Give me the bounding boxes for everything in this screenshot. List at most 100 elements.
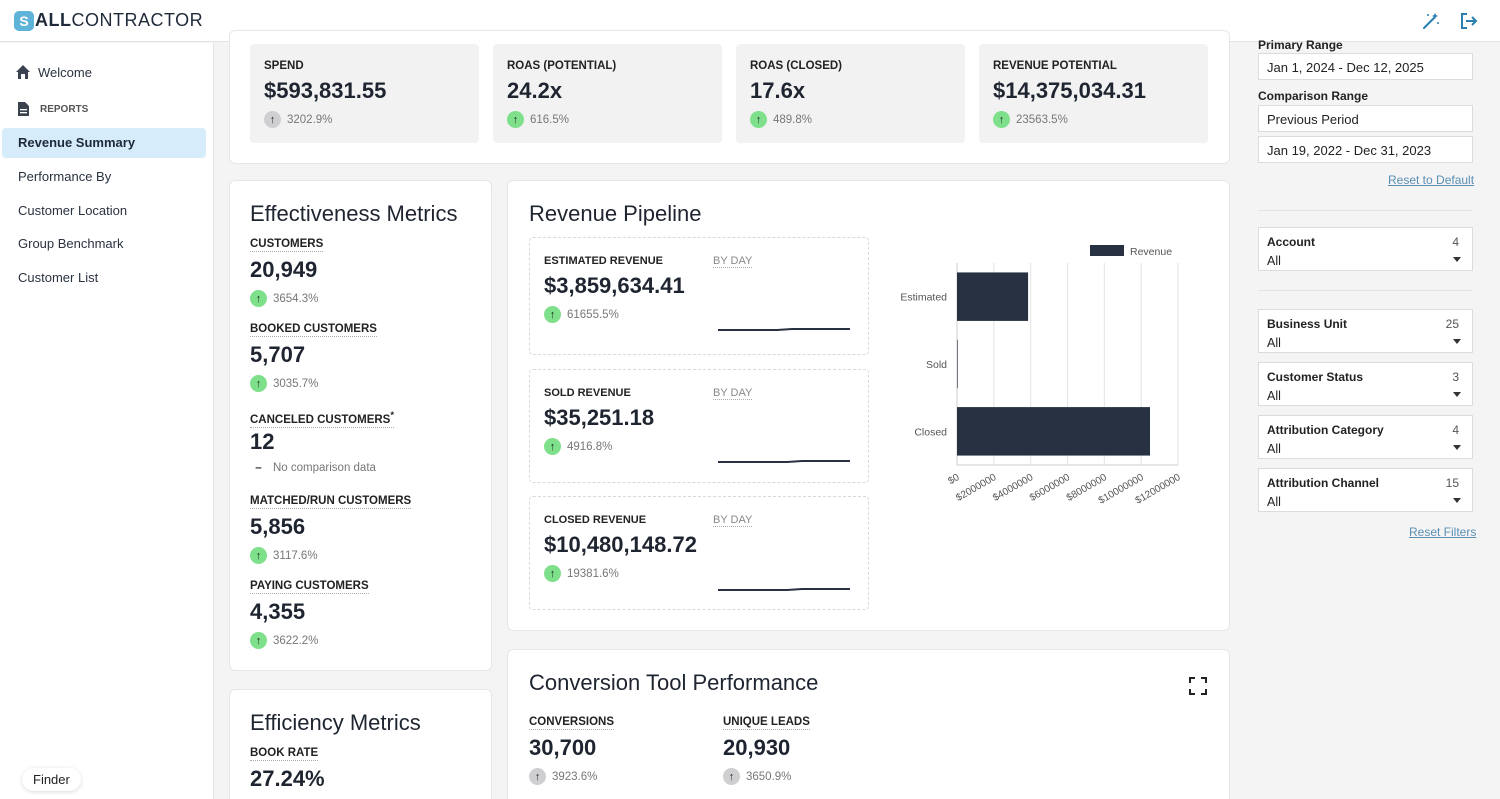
logo[interactable]: S ALLCONTRACTOR — [14, 10, 203, 31]
metric-label: CUSTOMERS — [250, 238, 324, 252]
filter-value: All — [1267, 442, 1281, 456]
pipeline-sold: SOLD REVENUE BY DAY $35,251.18 ↑ 4916.8% — [529, 369, 869, 483]
category-label: Sold — [926, 359, 947, 371]
finder-tooltip[interactable]: Finder — [22, 768, 81, 791]
x-tick-label: $0 — [946, 472, 962, 487]
logo-bold: ALL — [35, 10, 72, 30]
arrow-up-icon: ↑ — [544, 438, 561, 455]
arrow-up-icon: ↑ — [529, 768, 546, 785]
pipeline-change: 19381.6% — [567, 567, 619, 580]
filter-value: All — [1267, 254, 1281, 268]
kpi-spend: SPEND $593,831.55 ↑ 3202.9% — [250, 44, 479, 143]
pipeline-value: $3,859,634.41 — [544, 273, 685, 298]
sidebar-item-revenue-summary[interactable]: Revenue Summary — [18, 135, 136, 150]
filter-value: All — [1267, 336, 1281, 350]
x-tick-label: $4000000 — [991, 472, 1035, 504]
magic-wand-icon[interactable] — [1421, 11, 1441, 31]
efficiency-card: Efficiency Metrics BOOK RATE 27.24% — [229, 689, 492, 799]
effectiveness-card: Effectiveness Metrics CUSTOMERS 20,949 ↑… — [229, 180, 492, 671]
filter-label: Customer Status — [1267, 370, 1364, 384]
kpi-revenue-potential: REVENUE POTENTIAL $14,375,034.31 ↑ 23563.… — [979, 44, 1208, 143]
kpi-value: $14,375,034.31 — [993, 78, 1146, 103]
reset-filters-link[interactable]: Reset Filters — [1409, 525, 1477, 539]
pipeline-estimated: ESTIMATED REVENUE BY DAY $3,859,634.41 ↑… — [529, 237, 869, 355]
logo-mark: S — [14, 10, 34, 31]
filter-attribution-category[interactable]: Attribution Category 4 All — [1258, 415, 1473, 459]
home-icon — [16, 65, 30, 79]
arrow-up-icon: ↑ — [544, 565, 561, 582]
divider — [1258, 290, 1473, 291]
logo-rest: CONTRACTOR — [71, 10, 204, 30]
filter-business-unit[interactable]: Business Unit 25 All — [1258, 309, 1473, 353]
metric-change: 3923.6% — [552, 770, 598, 783]
bar-sold — [957, 339, 958, 389]
metric-change: 3117.6% — [273, 549, 318, 562]
chevron-down-icon — [1453, 445, 1461, 450]
efficiency-title: Efficiency Metrics — [250, 710, 421, 735]
filter-count: 4 — [1452, 423, 1459, 437]
category-label: Closed — [914, 426, 947, 438]
metric-value: 30,700 — [529, 735, 597, 760]
filter-account[interactable]: Account 4 All — [1258, 227, 1473, 271]
x-tick-label: $6000000 — [1028, 472, 1072, 504]
arrow-up-icon: ↑ — [544, 306, 561, 323]
sparkline — [718, 460, 850, 463]
sidebar-item-customer-list[interactable]: Customer List — [18, 270, 99, 285]
revenue-pipeline-card: Revenue Pipeline ESTIMATED REVENUE BY DA… — [507, 180, 1230, 631]
sidebar-active-highlight — [2, 128, 206, 158]
pipeline-change: 61655.5% — [567, 308, 619, 321]
filter-attribution-channel[interactable]: Attribution Channel 15 All — [1258, 468, 1473, 512]
filter-count: 25 — [1445, 317, 1459, 331]
pipeline-change: 4916.8% — [567, 440, 613, 453]
sidebar-item-group-benchmark[interactable]: Group Benchmark — [18, 236, 124, 251]
kpi-change: 3202.9% — [287, 113, 333, 126]
x-tick-label: $2000000 — [954, 472, 998, 504]
filter-value: All — [1267, 495, 1281, 509]
primary-range-label: Primary Range — [1258, 38, 1343, 52]
metric-label: UNIQUE LEADS — [723, 716, 810, 730]
asterisk: * — [390, 410, 395, 421]
primary-range-input[interactable]: Jan 1, 2024 - Dec 12, 2025 — [1258, 53, 1473, 80]
pipeline-value: $10,480,148.72 — [544, 532, 697, 557]
sidebar-item-customer-location[interactable]: Customer Location — [18, 203, 128, 218]
chevron-down-icon — [1453, 339, 1461, 344]
metric-change: 3035.7% — [273, 377, 319, 390]
metric-change: No comparison data — [273, 462, 376, 474]
logout-icon[interactable] — [1459, 11, 1479, 31]
sparkline — [718, 588, 850, 591]
filter-label: Business Unit — [1267, 317, 1348, 331]
pipeline-title: Revenue Pipeline — [529, 201, 702, 226]
sidebar-item-performance-by[interactable]: Performance By — [18, 169, 112, 184]
by-day-toggle[interactable]: BY DAY — [713, 387, 753, 400]
filter-count: 15 — [1445, 476, 1459, 490]
arrow-up-icon: ↑ — [993, 111, 1010, 128]
metric-value: 5,707 — [250, 342, 306, 367]
kpi-value: 24.2x — [507, 78, 563, 103]
metric-value: 27.24% — [250, 766, 325, 791]
kpi-change: 489.8% — [773, 113, 813, 126]
metric-value: 20,930 — [723, 735, 791, 760]
revenue-bar-chart: Estimated Sold Closed $0$2000000$4000000$60… — [900, 245, 1183, 507]
filter-count: 4 — [1452, 235, 1459, 249]
by-day-toggle[interactable]: BY DAY — [713, 255, 753, 268]
kpi-label: ROAS (CLOSED) — [750, 60, 842, 72]
bar-estimated — [957, 272, 1029, 321]
comparison-type-select[interactable]: Previous Period — [1258, 105, 1473, 132]
by-day-toggle[interactable]: BY DAY — [713, 514, 753, 527]
metric-label: CANCELED CUSTOMERS* — [250, 410, 395, 428]
expand-icon[interactable] — [1188, 676, 1208, 696]
divider — [1258, 210, 1473, 211]
kpi-roas-closed: ROAS (CLOSED) 17.6x ↑ 489.8% — [736, 44, 965, 143]
sidebar-item-welcome[interactable]: Welcome — [38, 65, 92, 80]
filter-customer-status[interactable]: Customer Status 3 All — [1258, 362, 1473, 406]
arrow-up-icon: ↑ — [264, 111, 281, 128]
metric-label: BOOKED CUSTOMERS — [250, 323, 377, 337]
comparison-range-input[interactable]: Jan 19, 2022 - Dec 31, 2023 — [1258, 136, 1473, 163]
metric-value: 20,949 — [250, 257, 318, 282]
report-icon — [18, 102, 29, 116]
metric-change: 3650.9% — [746, 770, 792, 783]
metric-value: 4,355 — [250, 599, 306, 624]
reset-to-default-link[interactable]: Reset to Default — [1388, 173, 1475, 187]
arrow-up-icon: ↑ — [250, 632, 267, 649]
pipeline-value: $35,251.18 — [544, 405, 655, 430]
